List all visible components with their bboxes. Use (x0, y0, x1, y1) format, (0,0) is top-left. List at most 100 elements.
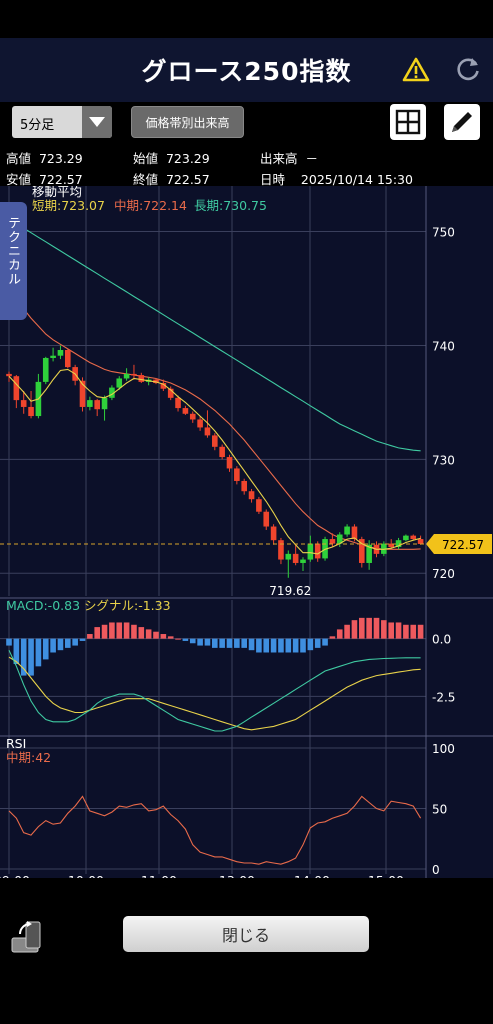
draw-button[interactable] (444, 104, 480, 140)
macd-histogram-bar (13, 638, 20, 665)
layout-button[interactable] (390, 104, 426, 140)
candle-body (307, 543, 314, 560)
macd-histogram-bar (226, 638, 233, 648)
ma-short-line (8, 368, 421, 555)
macd-histogram-bar (248, 638, 255, 651)
candle-body (160, 383, 167, 389)
macd-histogram-bar (123, 622, 130, 639)
candle-body (366, 544, 372, 563)
rotate-screen-icon[interactable] (10, 918, 48, 954)
candle-body (13, 376, 20, 401)
candle-body (285, 553, 292, 560)
macd-histogram-bar (131, 624, 137, 639)
ma-long-line (8, 219, 421, 452)
macd-histogram-bar (410, 624, 417, 639)
chart-area[interactable] (0, 186, 493, 878)
time-axis-tick-label: 13:00 (219, 873, 255, 878)
candle-body (388, 543, 394, 548)
refresh-icon[interactable] (455, 56, 481, 82)
warning-icon[interactable] (402, 56, 430, 84)
low-label: 安値 (6, 172, 32, 187)
candle-body (336, 534, 343, 544)
close-button[interactable]: 閉じる (123, 916, 369, 952)
candle-body (94, 400, 100, 410)
candle-body (204, 427, 211, 436)
macd-signal-line (8, 656, 421, 731)
macd-histogram-bar (6, 638, 12, 646)
macd-histogram-bar (359, 617, 365, 639)
page-title: グロース250指数 (141, 57, 352, 86)
candle-body (359, 539, 365, 563)
candle-body (410, 535, 417, 540)
macd-histogram-bar (87, 634, 93, 639)
price-axis-tick-label: 750 (432, 226, 455, 240)
candle-body (123, 373, 130, 379)
interval-select-value: 5分足 (20, 118, 55, 133)
candle-body (395, 540, 402, 548)
macd-histogram-bar (256, 638, 262, 653)
rsi-legend-item: 中期:42 (6, 750, 51, 765)
price-axis-tick-label: 740 (432, 339, 455, 353)
interval-select[interactable]: 5分足 (12, 106, 112, 138)
candle-body (329, 539, 336, 544)
moving-average-legend-item: 中期:722.14 (114, 198, 187, 213)
rsi-title: RSI (6, 736, 26, 751)
macd-histogram-bar (344, 624, 350, 639)
candle-body (116, 378, 123, 388)
candle-body (270, 526, 277, 541)
pencil-icon (452, 112, 472, 132)
volume-by-price-button[interactable]: 価格帯別出来高 (131, 106, 244, 138)
candle-body (65, 350, 71, 368)
macd-histogram-bar (116, 622, 123, 639)
candle-body (256, 499, 262, 512)
candle-body (131, 373, 137, 376)
macd-histogram-bar (300, 638, 306, 653)
macd-histogram-bar (20, 638, 27, 676)
macd-histogram-bar (381, 620, 387, 639)
high-value: 723.29 (38, 151, 83, 166)
candle-body (403, 535, 409, 541)
candle-body (351, 526, 358, 540)
candle-body (109, 387, 115, 398)
rsi-axis-tick-label: 0 (432, 863, 440, 877)
open-value: 723.29 (165, 151, 210, 166)
candle-body (20, 400, 27, 407)
macd-line (8, 649, 421, 732)
technical-tab[interactable]: テクニカル (0, 202, 27, 320)
candle-body (6, 373, 12, 377)
candle-body (300, 559, 306, 563)
open-label: 始値 (133, 151, 159, 166)
macd-histogram-bar (270, 638, 277, 653)
low-price-annotation: 719.62 (269, 584, 311, 598)
macd-histogram-bar (109, 622, 115, 639)
candle-body (219, 446, 225, 458)
macd-signal-legend-item: シグナル:-1.33 (84, 598, 171, 613)
interval-dropdown-button[interactable] (82, 106, 112, 138)
volume-value: － (305, 151, 318, 166)
macd-histogram-bar (241, 638, 247, 648)
macd-histogram-bar (138, 627, 145, 639)
macd-histogram-bar (145, 629, 152, 639)
macd-histogram-bar (417, 624, 424, 639)
candle-body (87, 400, 93, 407)
macd-histogram-bar (42, 638, 49, 660)
macd-histogram-bar (79, 638, 86, 641)
candle-body (278, 540, 284, 560)
macd-histogram-bar (167, 636, 174, 639)
candle-body (28, 406, 34, 417)
candle-body (138, 375, 145, 382)
candle-body (212, 435, 218, 447)
macd-histogram-bar (182, 638, 189, 641)
ohlc-info-col2: 始値 723.29 終値 722.57 (133, 148, 210, 188)
macd-histogram-bar (322, 638, 328, 646)
macd-histogram-bar (336, 629, 343, 639)
macd-histogram-bar (395, 622, 402, 639)
macd-histogram-bar (234, 638, 240, 648)
ma-mid-line (8, 290, 421, 550)
macd-histogram-bar (314, 638, 321, 648)
macd-histogram-bar (373, 617, 380, 639)
time-axis-tick-label: 14:00 (294, 873, 330, 878)
macd-histogram-bar (278, 638, 284, 653)
macd-histogram-bar (189, 638, 196, 644)
